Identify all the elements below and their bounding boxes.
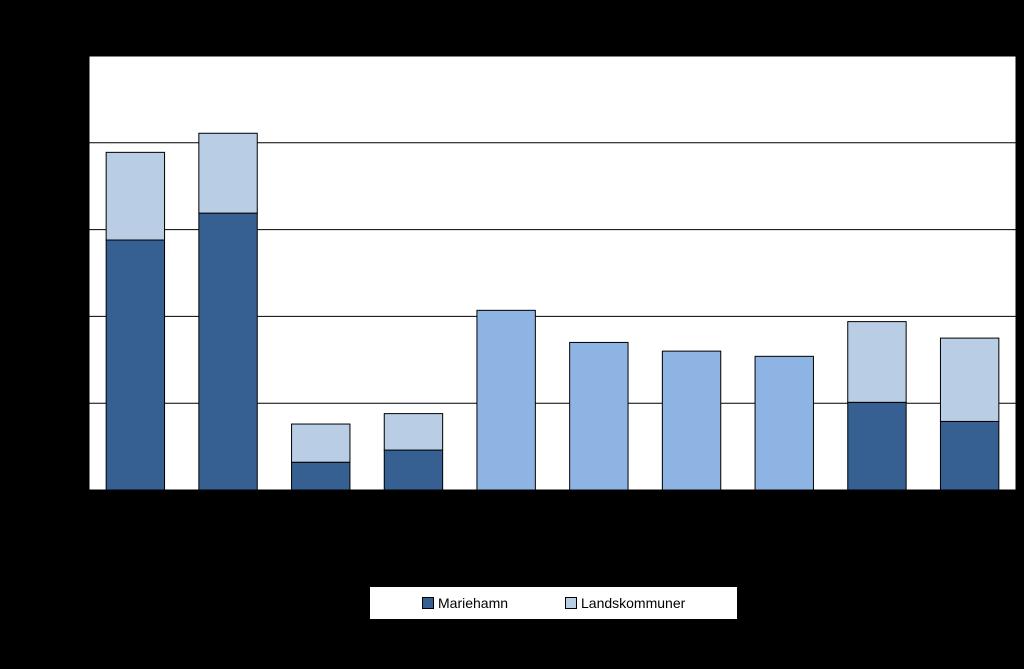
bar-landskommuner [383,413,444,451]
bar-mariehamn [105,239,166,491]
legend-swatch-mariehamn [422,597,434,609]
legend-label-landskommuner: Landskommuner [581,595,686,611]
legend-label-mariehamn: Mariehamn [438,595,509,611]
legend-item-landskommuner: Landskommuner [565,595,685,611]
bar-mariehamn [291,461,351,491]
bar-landskommuner [847,321,907,403]
bar-mariehamn [847,401,907,491]
legend: Mariehamn Landskommuner [369,586,738,620]
bar-mariehamn [383,449,444,491]
bar-series-3 [661,350,722,491]
bar-landskommuner [939,337,1000,422]
bar-mariehamn [939,420,1000,491]
bar-mariehamn [198,212,258,491]
bar-series-3 [476,309,536,491]
legend-swatch-landskommuner [565,597,577,609]
bar-landskommuner [198,132,258,214]
bar-landskommuner [291,423,351,463]
bar-series-3 [754,355,814,491]
legend-item-mariehamn: Mariehamn [422,595,508,611]
bar-series-3 [569,341,629,491]
bar-landskommuner [105,151,166,241]
